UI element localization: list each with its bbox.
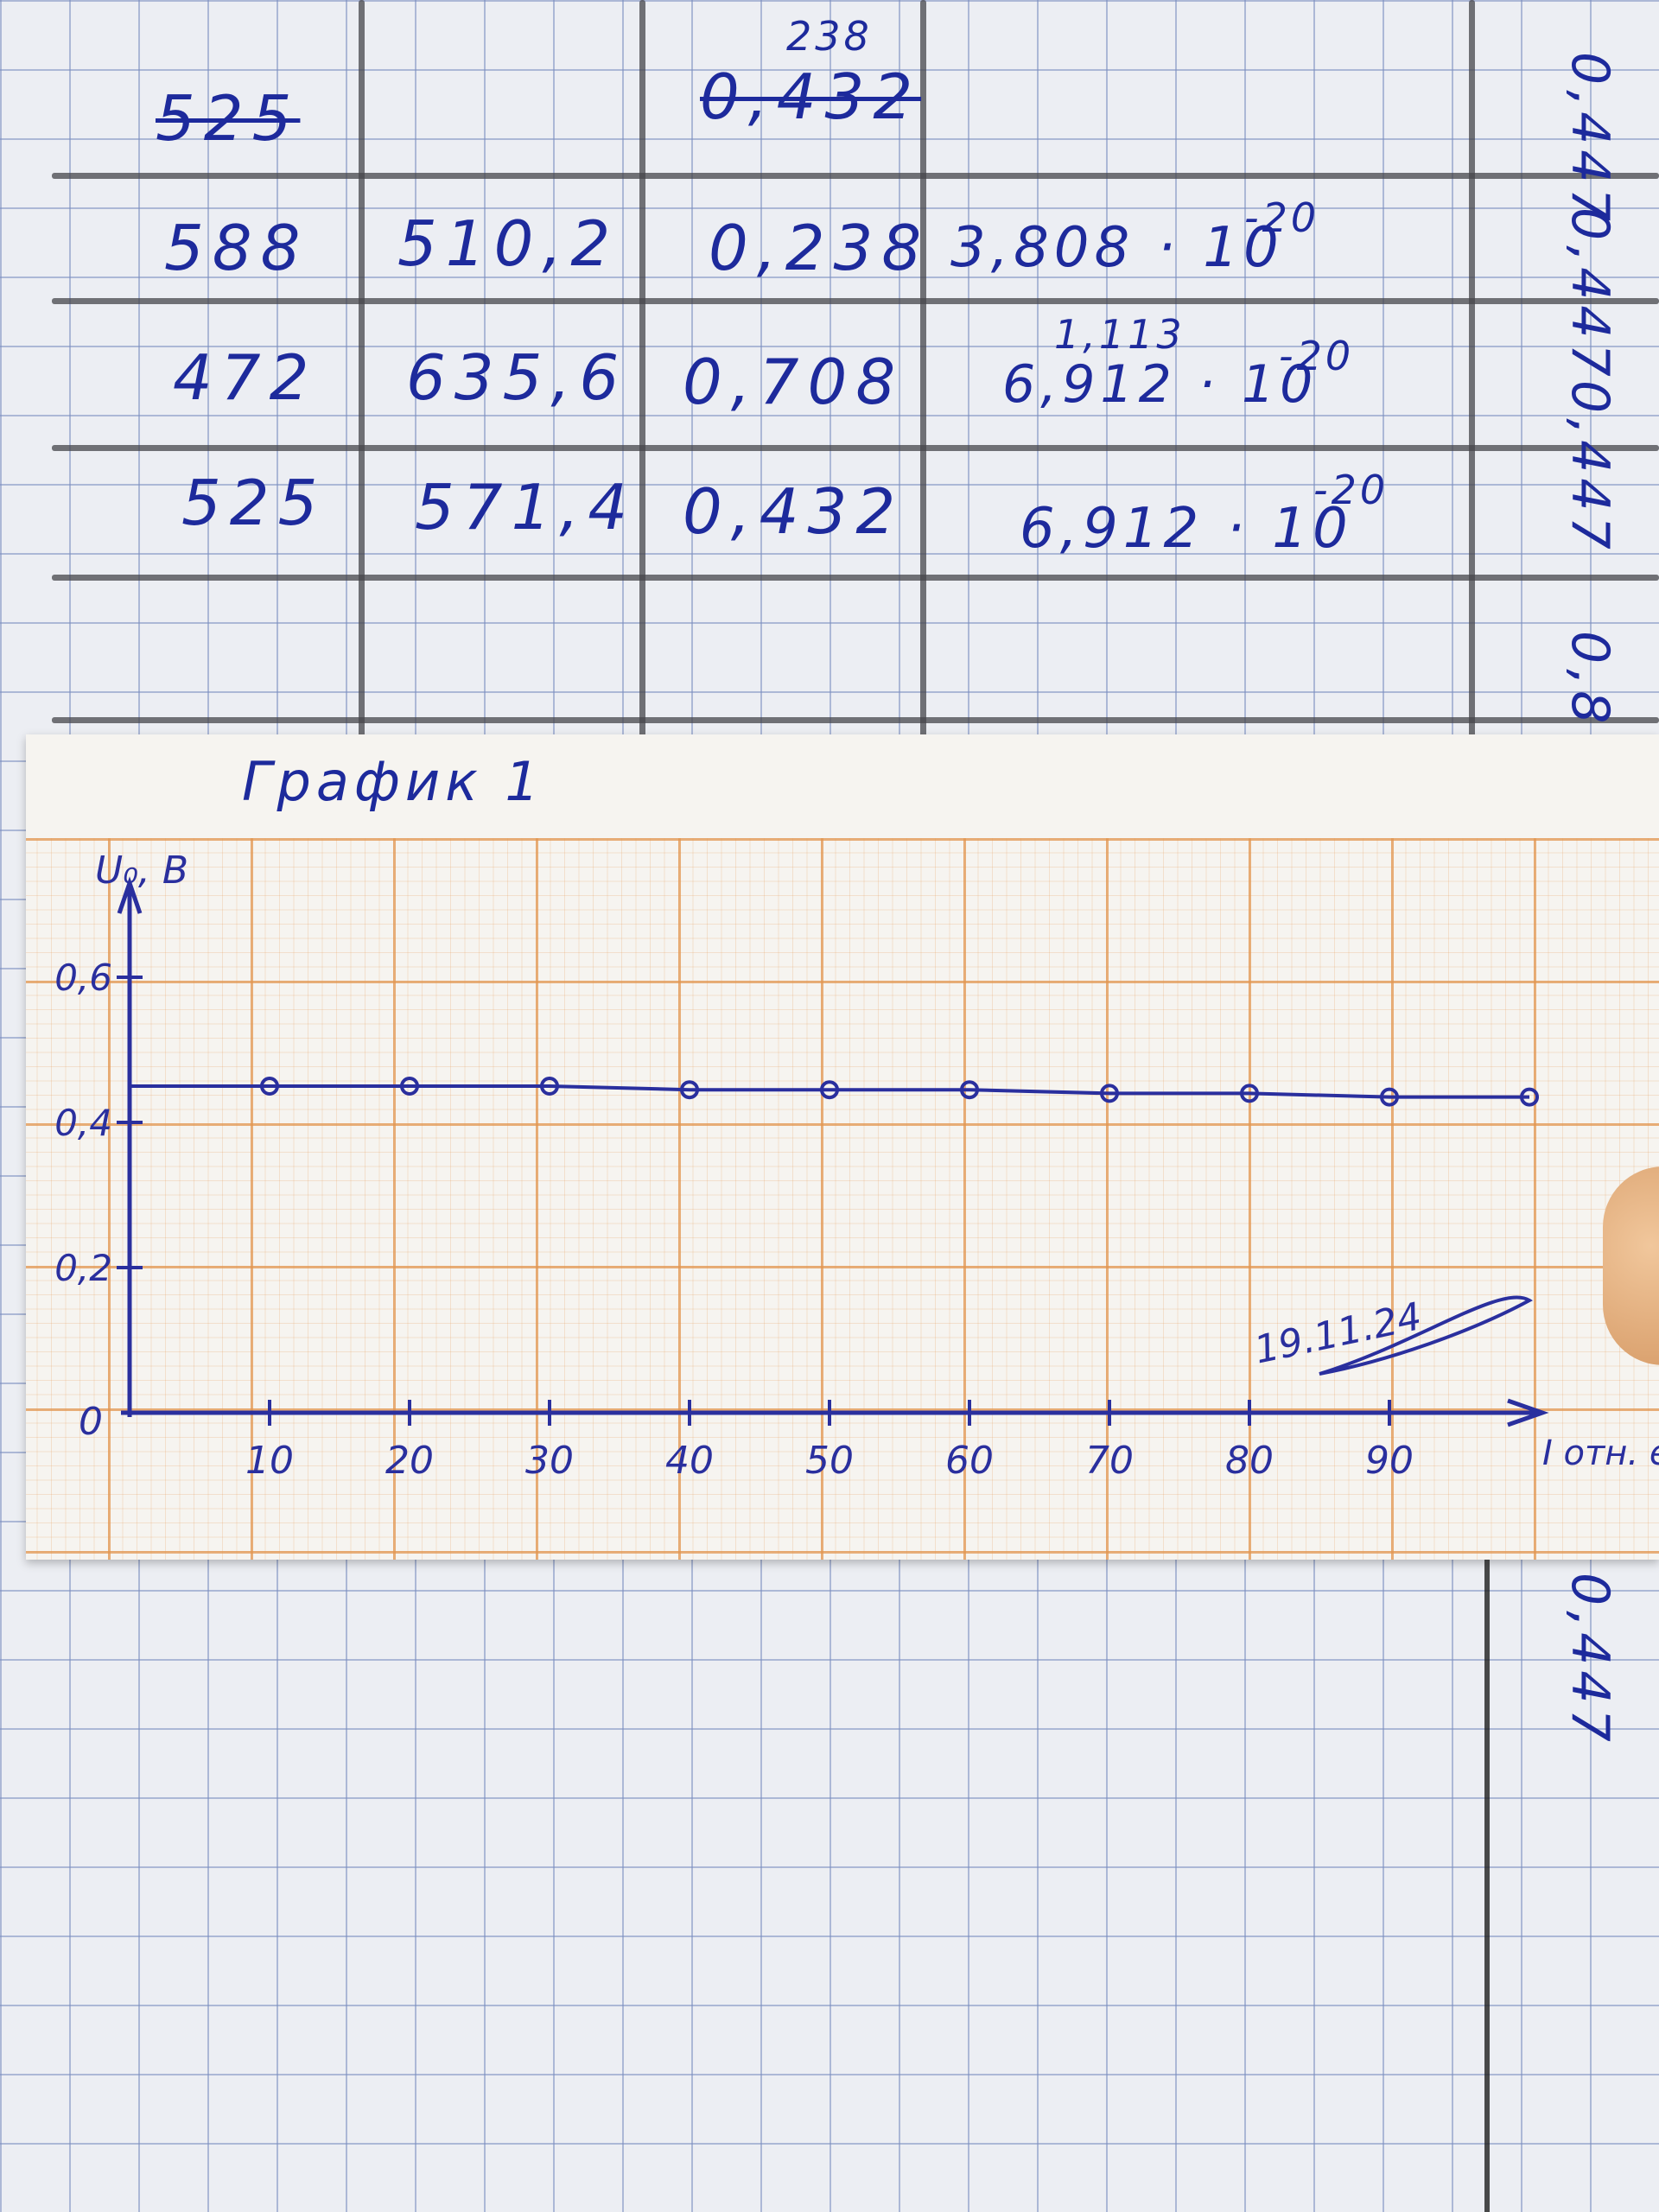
table-cell: 571,4 [415,471,637,543]
table-rule [52,717,1659,723]
table-rule [52,173,1659,179]
finger [1603,1166,1659,1365]
margin-rule [1484,1560,1490,2212]
origin-label: 0 [79,1400,103,1444]
side-value: 0,447 [1560,1573,1620,1747]
x-tick-label: 90 [1365,1439,1414,1483]
notebook-table: 525 0,432 238 588 510,2 0,238 3,808 · 10… [0,0,1659,743]
table-cell: 0,432 [700,60,922,133]
table-cell: 3,808 · 10 [950,216,1284,280]
x-tick-label: 40 [665,1439,714,1483]
graph-paper-sheet: График 1 10 20 30 40 50 60 70 80 90 0,2 0,4 0,6 0 U₀,… [26,734,1659,1560]
table-rule [52,575,1659,581]
table-cell-exponent: -20 [1244,194,1320,241]
side-value: 0,447 [1560,207,1620,382]
side-value: 0,447 [1560,52,1620,226]
data-point [540,1077,559,1096]
table-cell-correction: 1,113 [1054,311,1185,358]
x-tick-label: 30 [525,1439,574,1483]
table-column-rule [1469,0,1475,743]
side-value: 0,447 [1560,380,1620,555]
x-axis-label: I отн. ед [1542,1433,1659,1473]
y-tick-label: 0,6 [54,957,112,999]
line-chart: 10 20 30 40 50 60 70 80 90 0,2 0,4 0,6 0 U₀, В I отн. … [54,849,1659,1483]
series-line [130,1084,1529,1099]
table-column-rule [920,0,926,743]
table-cell-exponent: -20 [1279,333,1355,379]
table-cell: 6,912 · 10 [1020,497,1353,561]
x-tick-label: 20 [385,1439,434,1483]
y-tick-label: 0,2 [54,1247,112,1289]
x-tick-label: 80 [1225,1439,1274,1483]
y-tick-label: 0,4 [54,1102,112,1144]
table-column-rule [639,0,645,743]
table-cell: 510,2 [397,207,620,280]
table-cell: 588 [164,212,309,284]
table-cell: 472 [173,341,318,414]
side-value: 0,8 [1560,631,1620,729]
table-cell: 6,912 · 10 [1002,354,1319,415]
y-axis-arrow [117,876,143,914]
table-cell: 525 [156,82,301,155]
table-cell: 525 [181,467,327,539]
x-tick-label: 10 [245,1439,294,1483]
table-cell: 0,238 [709,212,931,284]
data-point [1380,1087,1399,1107]
data-point [1240,1084,1259,1103]
x-axis-arrow [1507,1398,1549,1427]
signature [1319,1295,1534,1376]
y-axis-label: U₀, В [95,849,188,893]
table-column-rule [359,0,365,743]
x-tick-label: 60 [945,1439,994,1483]
table-cell: 0,708 [683,346,905,418]
x-tick-label: 70 [1085,1439,1134,1483]
table-rule [52,445,1659,451]
data-point [820,1080,839,1100]
data-point [400,1077,419,1096]
date-annotation: 19.11.24 [1250,1294,1425,1373]
table-cell: 635,6 [406,341,628,414]
data-point [1520,1087,1539,1107]
table-cell-exponent: -20 [1313,467,1389,513]
table-cell-correction: 238 [786,13,873,60]
table-cell: 0,432 [683,475,905,548]
graph-paper-grid [26,734,1659,1560]
data-point [960,1080,979,1100]
data-point [1100,1084,1119,1103]
table-rule [52,298,1659,304]
chart-title: График 1 [242,750,544,813]
data-point [260,1077,279,1096]
data-point [680,1080,699,1100]
x-tick-label: 50 [805,1439,854,1483]
